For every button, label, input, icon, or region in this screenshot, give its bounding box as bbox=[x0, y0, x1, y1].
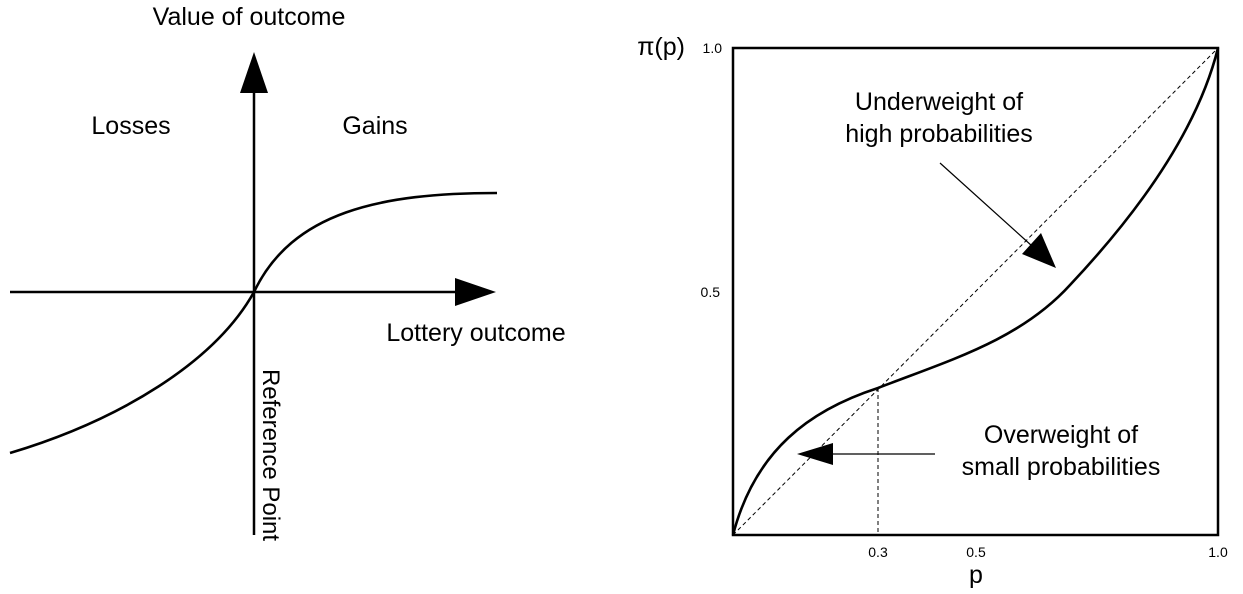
losses-label: Losses bbox=[91, 112, 170, 140]
underweight-arrow-shaft bbox=[939, 162, 1033, 247]
reference-point-label: Reference Point bbox=[257, 369, 284, 541]
gains-label: Gains bbox=[342, 112, 407, 140]
value-y-axis-label: Value of outcome bbox=[153, 3, 346, 31]
underweight-arrow-head bbox=[1022, 233, 1056, 268]
weighting-curve bbox=[731, 47, 1220, 536]
overweight-arrow-head bbox=[797, 443, 833, 465]
value-curve bbox=[9, 191, 498, 455]
y-tick-0-5: 0.5 bbox=[701, 284, 721, 300]
value-y-axis-arrowhead bbox=[240, 52, 268, 93]
weighting-x-axis-label: p bbox=[969, 561, 983, 589]
value-function-panel: Value of outcome Losses Gains Lottery ou… bbox=[9, 3, 566, 541]
overweight-label-line2: small probabilities bbox=[962, 453, 1161, 481]
x-tick-1-0: 1.0 bbox=[1208, 544, 1228, 560]
underweight-label-line2: high probabilities bbox=[845, 120, 1033, 148]
underweight-label-line1: Underweight of bbox=[855, 88, 1023, 116]
value-x-axis-arrowhead bbox=[455, 278, 496, 306]
x-tick-0-3: 0.3 bbox=[868, 544, 888, 560]
weighting-y-axis-label: π(p) bbox=[637, 33, 685, 61]
value-x-axis-label: Lottery outcome bbox=[386, 319, 565, 347]
overweight-label-line1: Overweight of bbox=[984, 421, 1138, 449]
weighting-plot-frame bbox=[731, 46, 1220, 537]
weighting-function-panel: π(p) 1.0 0.5 0.3 0.5 1.0 p Underweight o… bbox=[637, 33, 1228, 589]
y-tick-1-0: 1.0 bbox=[703, 40, 723, 56]
x-tick-0-5: 0.5 bbox=[966, 544, 986, 560]
